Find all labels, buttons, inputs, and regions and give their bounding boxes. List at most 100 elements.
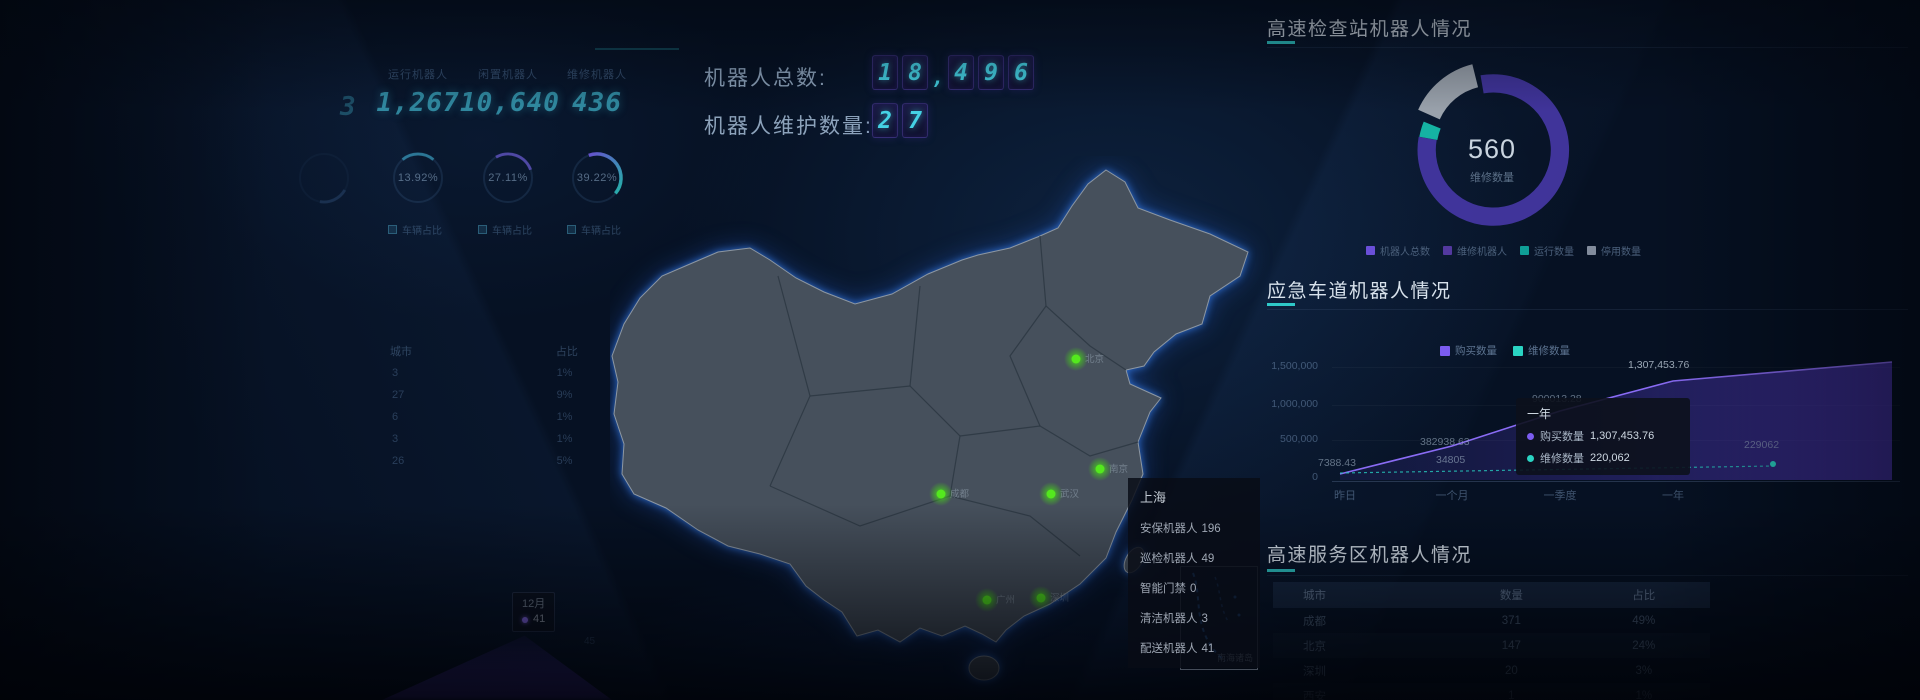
table-row: 27 9%	[372, 384, 634, 406]
legend-item[interactable]: 维修数量	[1513, 343, 1570, 358]
y-axis-tick: 1,000,000	[1271, 398, 1318, 410]
tooltip-series-row: 维修数量 220,062	[1527, 450, 1679, 466]
hainan-island	[968, 655, 1000, 681]
table-row: 3 1%	[372, 362, 634, 384]
city-dot[interactable]	[1046, 489, 1056, 499]
table-cell: 49%	[1632, 614, 1656, 627]
table-cell: 371	[1501, 614, 1521, 627]
tooltip-item: 巡检机器人 49	[1140, 550, 1248, 566]
legend-label: 运行数量	[1534, 247, 1574, 258]
panel-emergency-title: 应急车道机器人情况	[1267, 281, 1452, 302]
donut-sublabel: 维修数量	[1470, 172, 1514, 184]
legend-item[interactable]: 停用数量	[1587, 243, 1641, 258]
left-city-table: 城市 占比 3 1% 27 9% 6 1% 3 1% 26 5%	[372, 340, 634, 472]
tooltip-item-label: 配送机器人	[1140, 643, 1198, 655]
legend-item[interactable]: 运行数量	[1520, 243, 1574, 258]
table-row: 3 1%	[372, 428, 634, 450]
tooltip-title: 一年	[1527, 407, 1552, 421]
series-dot-icon	[1527, 454, 1534, 462]
table-cell: 1%	[1635, 689, 1653, 700]
tooltip-item: 清洁机器人 3	[1140, 610, 1248, 626]
table-cell: 20	[1504, 664, 1518, 677]
legend-item[interactable]: 购买数量	[1440, 343, 1497, 358]
gauge-legend-item[interactable]: 车辆占比	[478, 222, 532, 237]
series-dot-icon	[1527, 432, 1534, 440]
tooltip-month: 12月	[522, 598, 546, 610]
legend-label: 车辆占比	[492, 226, 532, 237]
legend-item[interactable]: 维修机器人	[1443, 243, 1507, 258]
tooltip-series-row: 购买数量 1,307,453.76	[1527, 428, 1679, 444]
stat-card: 维修机器人 436	[549, 66, 645, 118]
stat-value: 10,640	[460, 88, 560, 118]
tooltip-item-value: 3	[1201, 613, 1208, 625]
column-header: 城市	[1303, 590, 1326, 602]
stat-label: 闲置机器人	[478, 69, 538, 81]
table-header: 城市 数量 占比	[1273, 582, 1710, 608]
title-accent-bar	[1267, 303, 1295, 306]
tooltip-item-label: 巡检机器人	[1140, 553, 1198, 565]
column-header: 数量	[1499, 590, 1523, 602]
tooltip-item: 安保机器人 196	[1140, 520, 1248, 536]
table-row: 成都 371 49%	[1273, 608, 1710, 633]
table-cell: 深圳	[1303, 665, 1326, 678]
table-header: 城市 占比	[372, 340, 634, 362]
donut-value: 560	[1467, 134, 1517, 164]
x-axis-tick: 一季度	[1543, 490, 1577, 502]
tooltip-item-value: 41	[1201, 643, 1215, 655]
teal-data-point[interactable]	[1770, 461, 1776, 467]
city-dot[interactable]	[1036, 593, 1046, 603]
map-tooltip: 上海 安保机器人 196 巡检机器人 49 智能门禁 0 清洁机器人 3 配送机器人 41	[1128, 478, 1260, 668]
digit: 2	[872, 103, 898, 138]
table-cell: 成都	[1303, 615, 1326, 628]
gauge-value: 27.11%	[488, 172, 528, 184]
table-cell: 24%	[1632, 639, 1656, 652]
table-cell: 3	[392, 433, 399, 445]
digit: 9	[978, 55, 1005, 90]
panel-service-title: 高速服务区机器人情况	[1267, 545, 1473, 566]
tooltip-item: 配送机器人 41	[1140, 640, 1248, 656]
city-dot[interactable]	[1095, 464, 1105, 474]
table-cell: 西安	[1303, 690, 1326, 700]
title-accent-bar	[1267, 569, 1295, 572]
donut-slice-teal[interactable]	[1419, 121, 1441, 141]
legend-swatch	[1366, 246, 1375, 255]
legend-item[interactable]: 机器人总数	[1366, 243, 1430, 258]
table-cell: 27	[392, 389, 405, 401]
stat-label: 运行机器人	[388, 69, 448, 81]
table-cell: 26	[392, 455, 405, 467]
legend-swatch	[478, 225, 487, 234]
tooltip-item-value: 196	[1201, 523, 1221, 535]
city-label: 广州	[996, 594, 1015, 606]
city-dot[interactable]	[936, 489, 946, 499]
city-label: 武汉	[1060, 488, 1080, 500]
table-cell: 6	[392, 411, 399, 423]
legend-swatch	[567, 225, 576, 234]
tooltip-item-value: 0	[1190, 583, 1197, 595]
y-axis-tick: 1,500,000	[1271, 360, 1318, 372]
digit: 1	[872, 55, 898, 90]
donut-slice-gray[interactable]	[1418, 64, 1479, 120]
table-cell: 1	[1508, 689, 1515, 700]
y-axis-tick: 0	[1312, 471, 1318, 483]
city-dot[interactable]	[982, 595, 992, 605]
table-cell: 147	[1501, 639, 1521, 652]
left-table-body: 3 1% 27 9% 6 1% 3 1% 26 5%	[372, 362, 634, 472]
series-label: 购买数量	[1540, 431, 1584, 443]
tooltip-item-label: 安保机器人	[1140, 523, 1198, 535]
table-row: 26 5%	[372, 450, 634, 472]
checkpoint-legend: 机器人总数 维修机器人 运行数量 停用数量	[1366, 243, 1641, 258]
tooltip-value: 41	[533, 613, 546, 625]
table-cell: 北京	[1303, 640, 1326, 653]
city-label: 成都	[950, 488, 970, 500]
emergency-tooltip: 一年 购买数量 1,307,453.76 维修数量 220,062	[1516, 398, 1690, 475]
city-dot[interactable]	[1071, 354, 1081, 364]
stat-card: 运行机器人 1,267	[370, 66, 466, 118]
gauge-legend-item[interactable]: 车辆占比	[388, 222, 442, 237]
digit: 8	[902, 55, 928, 90]
title-hairline	[1267, 309, 1908, 310]
table-row: 西安 1 1%	[1273, 683, 1710, 700]
legend-swatch	[1443, 246, 1452, 255]
digit: 4	[948, 55, 975, 90]
